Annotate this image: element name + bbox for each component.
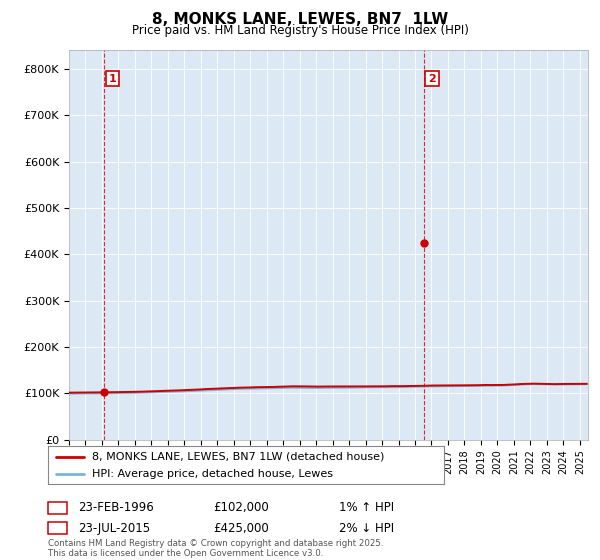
Text: 23-FEB-1996: 23-FEB-1996 <box>78 501 154 515</box>
Text: 1% ↑ HPI: 1% ↑ HPI <box>339 501 394 515</box>
Text: 2% ↓ HPI: 2% ↓ HPI <box>339 521 394 535</box>
Text: Contains HM Land Registry data © Crown copyright and database right 2025.
This d: Contains HM Land Registry data © Crown c… <box>48 539 383 558</box>
Text: 1: 1 <box>109 73 116 83</box>
Text: 8, MONKS LANE, LEWES, BN7  1LW: 8, MONKS LANE, LEWES, BN7 1LW <box>152 12 448 27</box>
Text: 8, MONKS LANE, LEWES, BN7 1LW (detached house): 8, MONKS LANE, LEWES, BN7 1LW (detached … <box>92 451 384 461</box>
Text: £425,000: £425,000 <box>213 521 269 535</box>
Text: 2: 2 <box>54 523 61 533</box>
Text: £102,000: £102,000 <box>213 501 269 515</box>
Text: Price paid vs. HM Land Registry's House Price Index (HPI): Price paid vs. HM Land Registry's House … <box>131 24 469 36</box>
Text: 2: 2 <box>428 73 436 83</box>
Text: 23-JUL-2015: 23-JUL-2015 <box>78 521 150 535</box>
Text: HPI: Average price, detached house, Lewes: HPI: Average price, detached house, Lewe… <box>92 469 332 479</box>
Text: 1: 1 <box>54 503 61 513</box>
